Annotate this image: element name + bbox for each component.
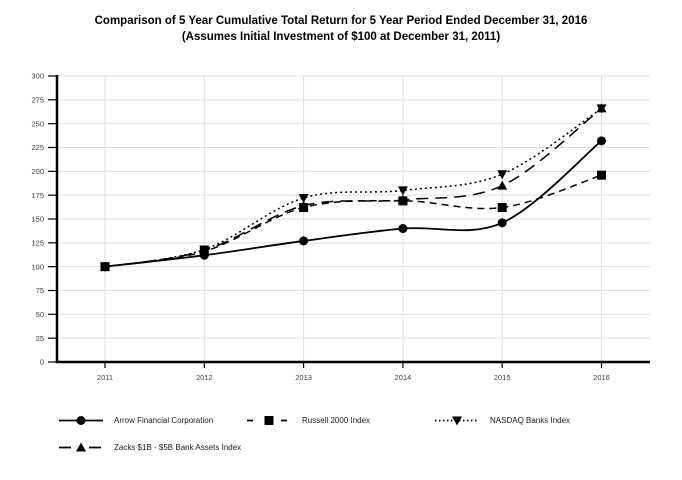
svg-text:175: 175	[31, 191, 44, 200]
svg-text:50: 50	[36, 310, 44, 319]
svg-text:2013: 2013	[295, 373, 312, 382]
svg-text:25: 25	[36, 334, 44, 343]
svg-text:275: 275	[31, 95, 44, 104]
y-tick-labels: 0 25 50 75 100 125 150 175 200 225 250 275 300	[31, 72, 44, 367]
svg-text:125: 125	[31, 238, 44, 247]
chart-title-line2: (Assumes Initial Investment of $100 at D…	[181, 31, 501, 43]
legend-item-zacks-1b-5b-bank-assets-index: Zacks $1B - $5B Bank Assets Index	[58, 441, 241, 454]
svg-text:75: 75	[36, 286, 44, 295]
series-line-nasdaq-banks-index	[104, 107, 602, 268]
svg-text:200: 200	[31, 167, 44, 176]
legend-label: Arrow Financial Corporation	[114, 416, 214, 425]
series-line-arrow-financial-corporation	[104, 140, 603, 268]
legend-label: Zacks $1B - $5B Bank Assets Index	[114, 443, 242, 452]
legend-sample-triangle-down-dotted-line	[435, 416, 479, 426]
svg-text:150: 150	[31, 215, 44, 224]
svg-text:2014: 2014	[395, 373, 412, 382]
series-markers-zacks-1b-5b-bank-assets-index	[100, 103, 607, 271]
tick-marks	[48, 75, 603, 368]
svg-text:2011: 2011	[97, 373, 113, 382]
series-line-russell-2000-index	[104, 174, 602, 268]
x-tick-labels: 2011 2012 2013 2014 2015 2016	[97, 373, 610, 382]
legend-label: NASDAQ Banks Index	[490, 416, 571, 425]
svg-text:2015: 2015	[494, 373, 511, 382]
svg-text:100: 100	[31, 262, 44, 271]
legend-item-arrow-financial-corporation: Arrow Financial Corporation	[58, 414, 213, 427]
svg-text:2012: 2012	[196, 373, 213, 382]
series-markers-nasdaq-banks-index	[100, 104, 607, 272]
svg-text:300: 300	[31, 72, 44, 81]
legend-sample-circle-solid-line	[59, 416, 103, 425]
chart-title: Comparison of 5 Year Cumulative Total Re…	[0, 13, 682, 45]
svg-text:250: 250	[31, 119, 44, 128]
chart-title-line1: Comparison of 5 Year Cumulative Total Re…	[94, 15, 588, 27]
gridlines	[57, 75, 650, 363]
series-markers-russell-2000-index	[100, 170, 606, 272]
legend-sample-triangle-up-longdash-line	[59, 442, 103, 452]
legend-item-russell-2000-index: Russell 2000 Index	[246, 414, 370, 427]
legend-sample-square-dashed-line	[247, 416, 291, 425]
svg-text:2016: 2016	[593, 373, 610, 382]
legend-item-nasdaq-banks-index: NASDAQ Banks Index	[434, 414, 570, 427]
svg-text:225: 225	[31, 143, 44, 152]
series-markers-arrow-financial-corporation	[100, 136, 606, 272]
svg-text:0: 0	[40, 358, 44, 367]
legend-label: Russell 2000 Index	[302, 416, 371, 425]
